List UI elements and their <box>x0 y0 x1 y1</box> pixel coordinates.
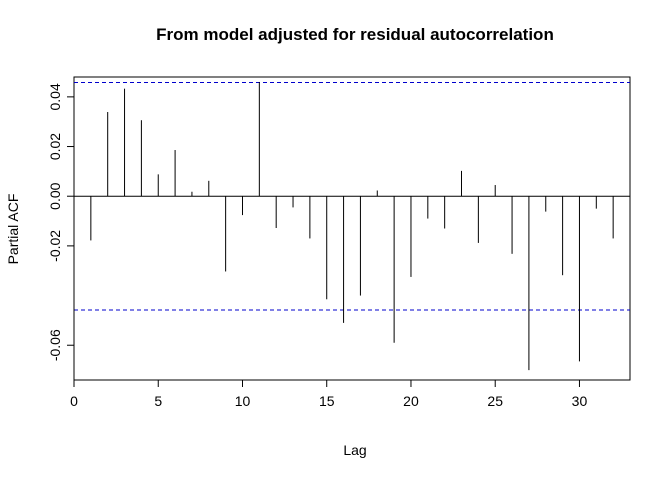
y-tick-label-2: 0.00 <box>47 182 63 209</box>
x-tick-label-20: 20 <box>403 393 419 409</box>
y-tick-label-0: -0.06 <box>47 329 63 361</box>
y-axis-label: Partial ACF <box>5 194 21 265</box>
y-tick-label-1: -0.02 <box>47 230 63 262</box>
x-tick-label-15: 15 <box>319 393 335 409</box>
x-tick-label-5: 5 <box>154 393 162 409</box>
y-tick-label-4: 0.04 <box>47 83 63 110</box>
x-axis-label: Lag <box>343 442 366 458</box>
plot-frame <box>73 76 631 381</box>
x-tick-label-0: 0 <box>70 393 78 409</box>
chart-title: From model adjusted for residual autocor… <box>156 25 554 44</box>
x-tick-label-10: 10 <box>235 393 251 409</box>
y-tick-label-3: 0.02 <box>47 133 63 160</box>
x-tick-label-25: 25 <box>487 393 503 409</box>
x-tick-label-30: 30 <box>572 393 588 409</box>
